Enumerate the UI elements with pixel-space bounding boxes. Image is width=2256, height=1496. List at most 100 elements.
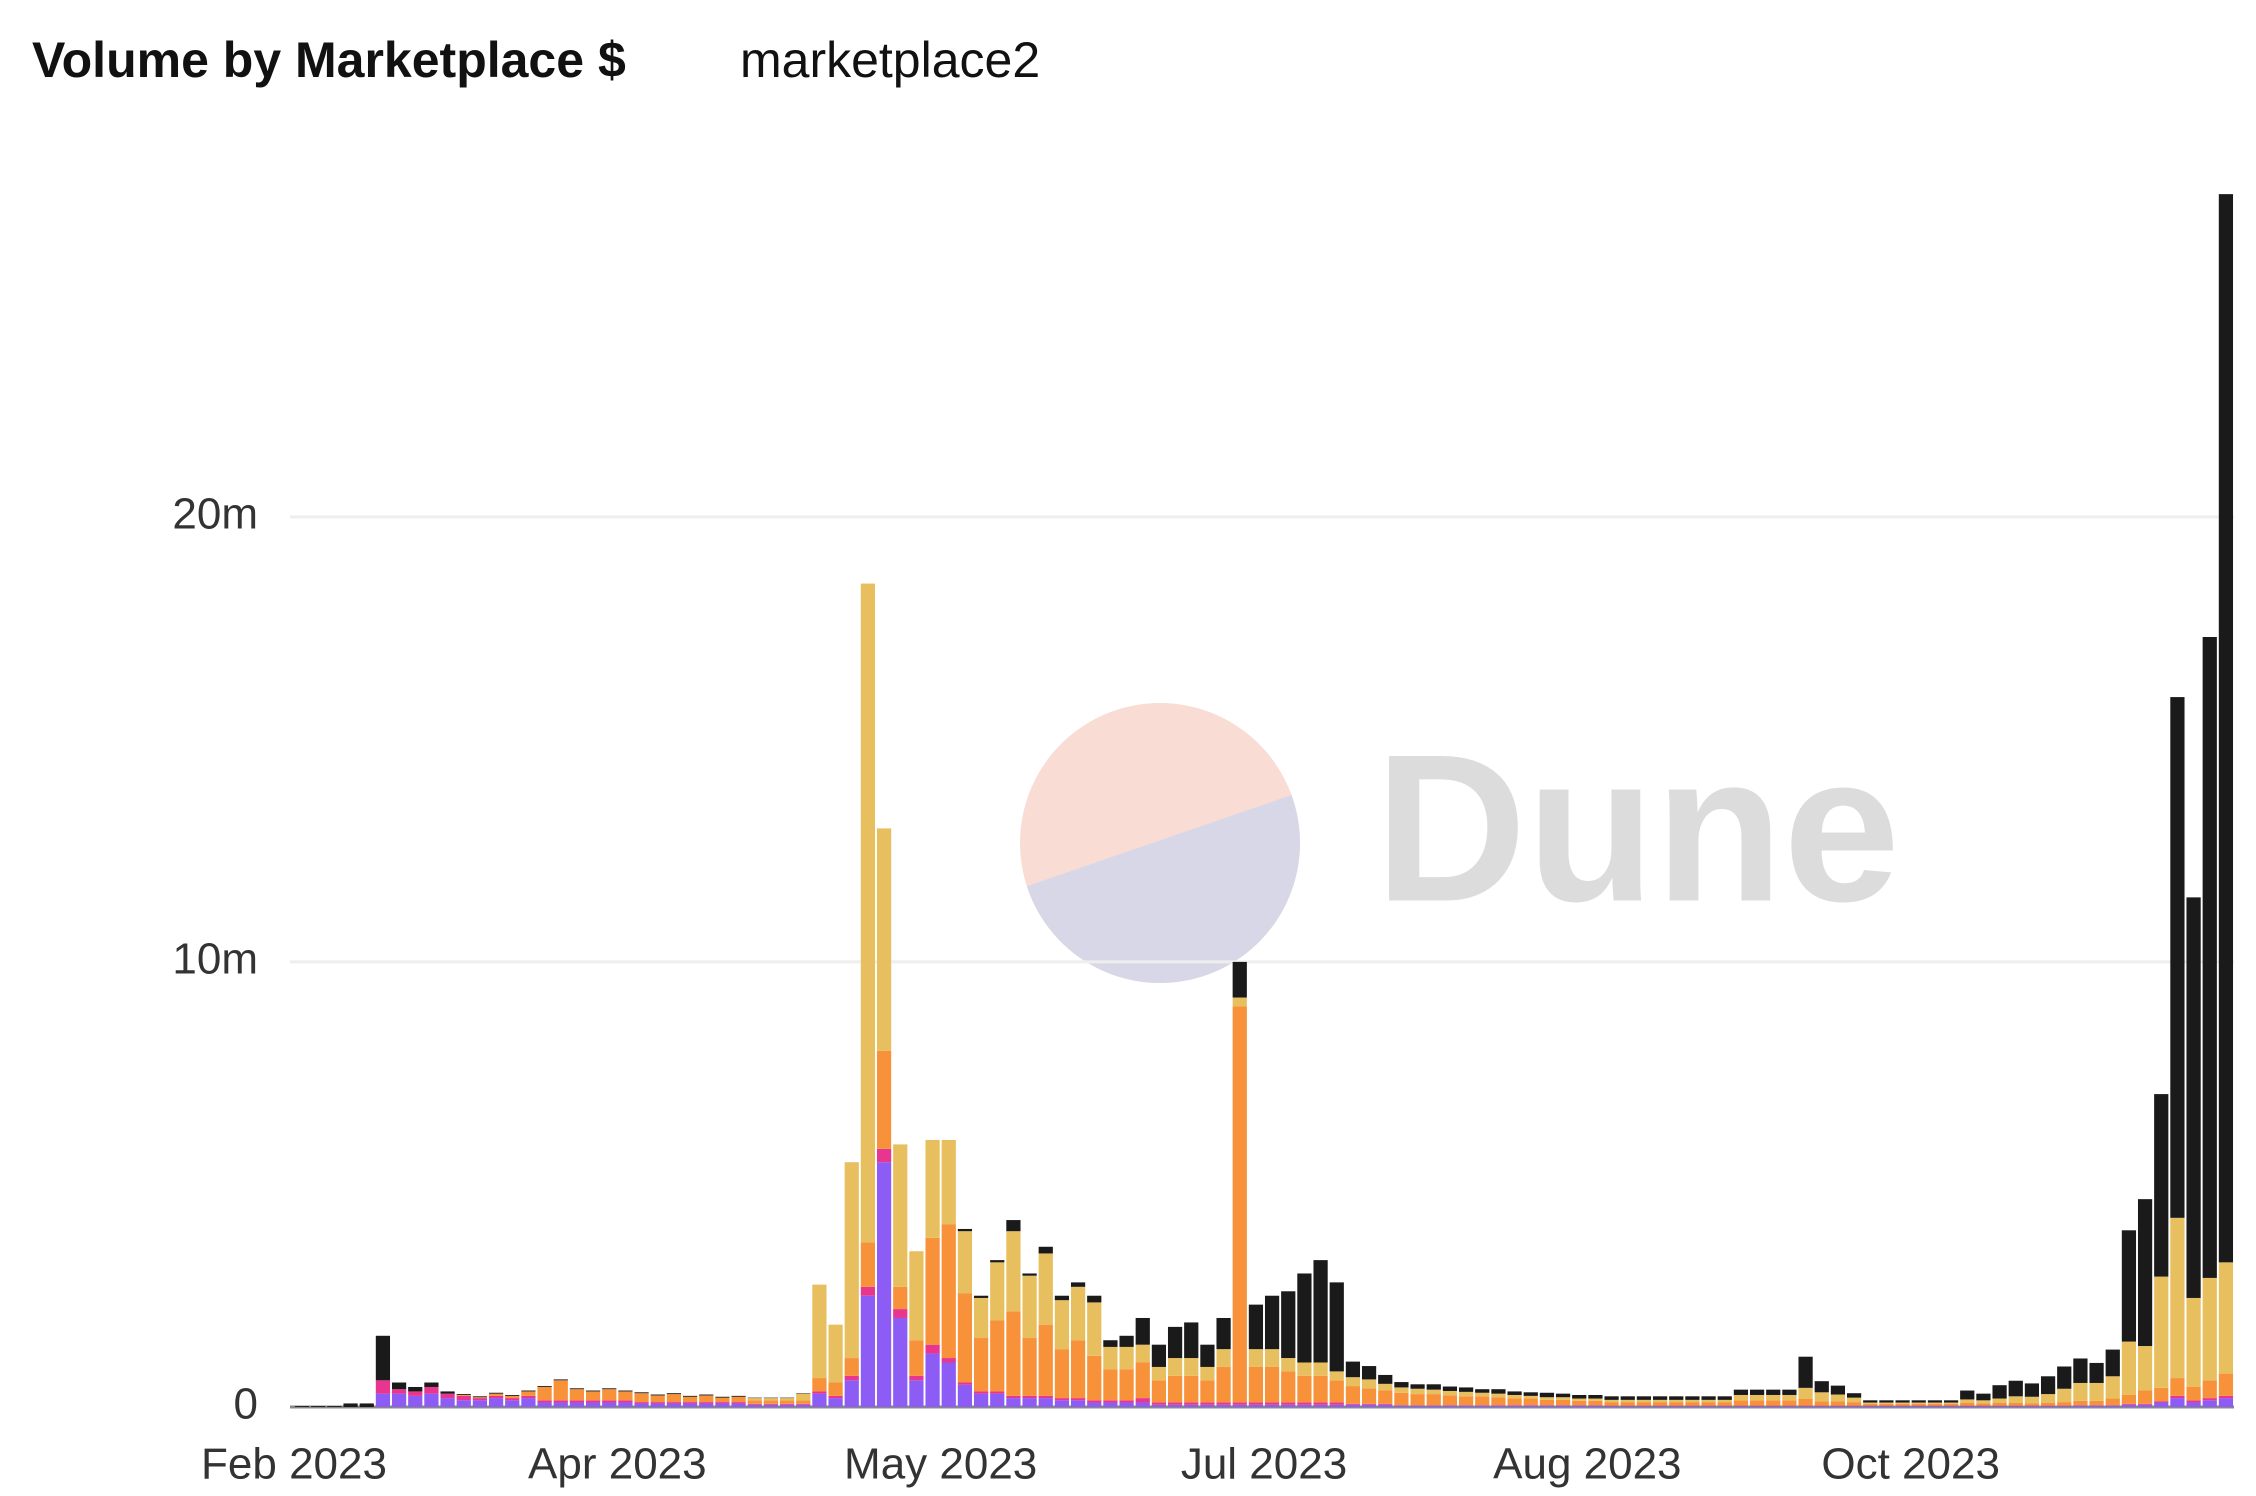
bar-segment <box>569 1402 585 1407</box>
bar-segment <box>1054 1398 1070 1401</box>
bar-segment <box>537 1386 552 1401</box>
bar-segment <box>715 1403 730 1407</box>
bar-segment <box>2170 1395 2185 1399</box>
bar-segment <box>909 1340 924 1376</box>
bar-segment <box>1442 1386 1458 1391</box>
bar-segment <box>1701 1406 1716 1407</box>
bar-segment <box>1669 1402 1684 1406</box>
bar-segment <box>602 1388 617 1390</box>
bar-segment <box>1588 1394 1603 1399</box>
bar-segment <box>779 1404 795 1407</box>
bar-segment <box>1992 1385 2007 1399</box>
bar-segment <box>828 1395 843 1399</box>
bar-segment <box>1345 1361 1361 1378</box>
bar-segment <box>456 1394 471 1395</box>
bar-segment <box>2121 1230 2137 1342</box>
x-tick-label: Apr 2023 <box>528 1440 707 1489</box>
bar-segment <box>1766 1389 1781 1395</box>
bar-segment <box>1636 1402 1652 1406</box>
bar-segment <box>1782 1400 1797 1406</box>
bar-segment <box>909 1375 924 1381</box>
bar-segment <box>1717 1399 1732 1403</box>
bar-segment <box>1006 1231 1021 1312</box>
bar-segment <box>1766 1406 1781 1407</box>
bar-segment <box>505 1398 520 1401</box>
bar-segment <box>1960 1399 1975 1403</box>
bar-segment <box>1911 1406 1926 1407</box>
bar-segment <box>2154 1276 2169 1388</box>
bar-segment <box>1879 1402 1894 1404</box>
bar-segment <box>585 1391 601 1401</box>
bar-segment <box>2154 1094 2169 1277</box>
bar-segment <box>1426 1394 1441 1406</box>
bar-segment <box>1733 1406 1749 1407</box>
bar-segment <box>844 1358 859 1376</box>
bar-segment <box>391 1393 407 1407</box>
bar-segment <box>472 1396 488 1398</box>
bar-segment <box>1313 1404 1328 1407</box>
bar-segment <box>1458 1405 1474 1407</box>
bar-segment <box>1087 1400 1102 1403</box>
bar-segment <box>1846 1402 1862 1406</box>
bar-segment <box>1216 1366 1231 1403</box>
bar-segment <box>796 1403 811 1405</box>
bar-segment <box>2202 1400 2217 1407</box>
bar-segment <box>1119 1346 1134 1370</box>
bar-segment <box>553 1402 568 1407</box>
bar-segment <box>1329 1282 1344 1372</box>
bar-segment <box>1087 1295 1102 1303</box>
bar-segment <box>1814 1401 1829 1406</box>
bar-segment <box>2170 1378 2185 1396</box>
bar-segment <box>715 1402 730 1404</box>
bar-segment <box>1733 1389 1749 1395</box>
bar-segment <box>521 1390 536 1392</box>
bar-segment <box>488 1398 504 1407</box>
bar-segment <box>2186 897 2201 1298</box>
bar-segment <box>1022 1395 1037 1399</box>
bar-segment <box>1216 1317 1231 1350</box>
bar-segment <box>763 1398 779 1401</box>
bar-segment <box>294 1406 310 1407</box>
bar-segment <box>1717 1396 1732 1400</box>
bar-segment <box>1895 1403 1910 1406</box>
bar-segment <box>1038 1395 1053 1399</box>
bar-segment <box>1863 1406 1878 1407</box>
bar-segment <box>1475 1396 1490 1406</box>
bar-segment <box>1992 1402 2007 1406</box>
bar-segment <box>505 1395 520 1399</box>
bar-segment <box>2057 1366 2072 1389</box>
bar-segment <box>925 1353 940 1407</box>
bar-segment <box>715 1396 730 1398</box>
bar-segment <box>1572 1398 1587 1401</box>
bar-segment <box>472 1400 488 1407</box>
bar-segment <box>1555 1393 1571 1398</box>
bar-segment <box>731 1395 746 1397</box>
x-tick-label: Jul 2023 <box>1181 1440 1347 1489</box>
bar-segment <box>602 1389 617 1401</box>
bar-segment <box>1555 1399 1571 1406</box>
bar-segment <box>1572 1394 1587 1399</box>
bar-segment <box>941 1139 956 1225</box>
bar-segment <box>1038 1398 1053 1407</box>
bar-segment <box>1297 1362 1312 1376</box>
bar-segment <box>1523 1398 1538 1406</box>
bar-segment <box>1620 1399 1635 1403</box>
bar-segment <box>1458 1396 1474 1406</box>
bar-segment <box>1248 1404 1264 1407</box>
bar-segment <box>1200 1404 1215 1407</box>
bar-segment <box>1943 1406 1959 1407</box>
bar-segment <box>973 1391 989 1394</box>
x-tick-label: Aug 2023 <box>1493 1440 1681 1489</box>
bar-segment <box>1943 1400 1959 1403</box>
bar-segment <box>990 1260 1005 1263</box>
bar-segment <box>1927 1400 1943 1403</box>
bar-segment <box>1943 1403 1959 1406</box>
bar-segment <box>1232 1006 1247 1403</box>
bar-segment <box>472 1397 488 1399</box>
bar-segment <box>666 1393 682 1395</box>
bar-segment <box>1652 1399 1668 1403</box>
bar-segment <box>1766 1394 1781 1401</box>
bar-segment <box>1167 1404 1183 1407</box>
bar-segment <box>812 1393 827 1407</box>
bar-segment <box>2170 697 2185 1218</box>
